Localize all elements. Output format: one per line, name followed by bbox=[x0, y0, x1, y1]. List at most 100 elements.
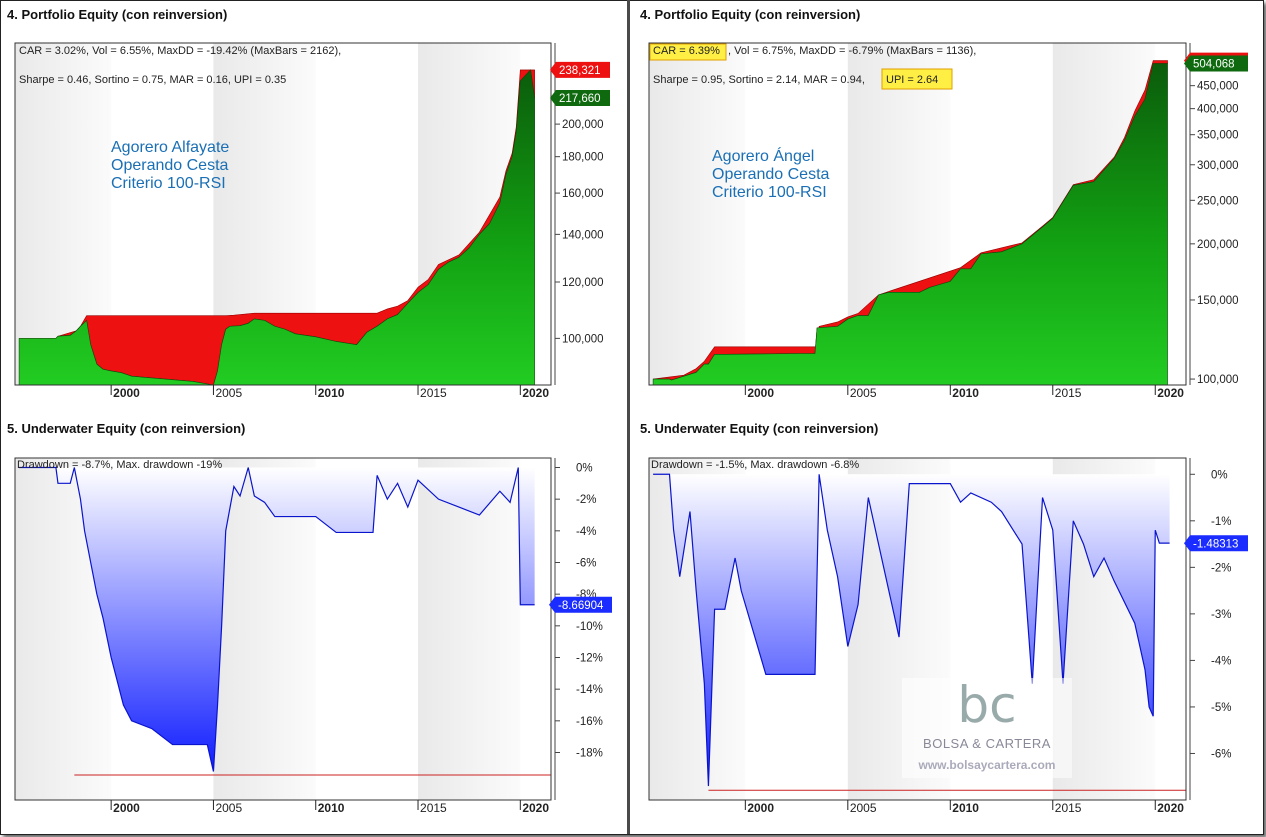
chart-2-y-tick-3: -6% bbox=[576, 558, 596, 570]
chart-1-equity-area bbox=[652, 63, 1168, 385]
chart-1-y-tick-0: 100,000 bbox=[1197, 374, 1239, 386]
chart-2-underwater-area bbox=[19, 467, 535, 772]
chart-2-badge-blue-bg bbox=[549, 596, 612, 613]
chart-0-x-tick-1: 2005 bbox=[215, 386, 242, 400]
chart-3-y-tick-1: -1% bbox=[1211, 516, 1231, 528]
chart-3-badge-blue: -1.48313 bbox=[1193, 538, 1238, 550]
chart-3-y-tick-5: -5% bbox=[1211, 702, 1231, 714]
chart-1-badge-green: 504,068 bbox=[1193, 59, 1235, 71]
chart-2-y-tick-1: -2% bbox=[576, 494, 596, 506]
chart-0-x-tick-0: 2000 bbox=[113, 386, 140, 400]
chart-2-underwater-line bbox=[19, 466, 535, 772]
chart-2-x-tick-3: 2015 bbox=[420, 801, 447, 815]
chart-1-x-tick-4: 2020 bbox=[1157, 386, 1184, 400]
chart-0-y-tick-4: 180,000 bbox=[562, 152, 604, 164]
chart-2-x-tick-4: 2020 bbox=[522, 801, 549, 815]
chart-3-x-tick-1: 2005 bbox=[850, 801, 877, 815]
chart-1-car-highlight bbox=[649, 43, 727, 61]
chart-1-y-tick-7: 450,000 bbox=[1197, 81, 1239, 93]
chart-1-band-0 bbox=[649, 43, 746, 385]
chart-3-x-tick-3: 2015 bbox=[1055, 801, 1082, 815]
chart-0-badge-red: 238,321 bbox=[559, 65, 601, 77]
chart-2-stats-line: Drawdown = -8.7%, Max. drawdown -19% bbox=[17, 459, 222, 471]
chart-0-equity-area bbox=[18, 69, 535, 385]
panel-title-bl: 5. Underwater Equity (con reinversion) bbox=[7, 421, 246, 436]
chart-1-y-tick-3: 250,000 bbox=[1197, 195, 1239, 207]
chart-1-x-tick-1: 2005 bbox=[850, 386, 877, 400]
chart-2-band-2 bbox=[418, 458, 521, 800]
chart-0-x-tick-2: 2010 bbox=[318, 386, 345, 400]
chart-1-stats-line-1b: , Vol = 6.75%, MaxDD = -6.79% (MaxBars =… bbox=[728, 45, 976, 57]
chart-0-stats-line-2: Sharpe = 0.46, Sortino = 0.75, MAR = 0.1… bbox=[19, 74, 286, 86]
chart-0-y-tick-3: 160,000 bbox=[562, 188, 604, 200]
chart-0-x-tick-3: 2015 bbox=[420, 386, 447, 400]
chart-0-stats-line-1: CAR = 3.02%, Vol = 6.55%, MaxDD = -19.42… bbox=[19, 45, 341, 57]
chart-3-x-tick-2: 2010 bbox=[952, 801, 979, 815]
chart-0-annotation-0: Agorero Alfayate bbox=[111, 139, 229, 156]
chart-2-y-tick-5: -10% bbox=[576, 621, 603, 633]
chart-0-badge-red-bg bbox=[550, 61, 610, 78]
chart-2-badge-blue: -8.66904 bbox=[558, 600, 604, 612]
chart-3-y-tick-3: -3% bbox=[1211, 609, 1231, 621]
chart-0-y-tick-1: 120,000 bbox=[562, 277, 604, 289]
chart-1-y-tick-1: 150,000 bbox=[1197, 295, 1239, 307]
chart-0-series bbox=[18, 69, 535, 385]
chart-3-stats-line: Drawdown = -1.5%, Max. drawdown -6.8% bbox=[651, 459, 859, 471]
chart-1-annotation-1: Operando Cesta bbox=[712, 166, 830, 183]
chart-1-y-tick-5: 350,000 bbox=[1197, 130, 1239, 142]
chart-0-x-tick-4: 2020 bbox=[522, 386, 549, 400]
chart-1-stats-line-1a: CAR = 6.39% bbox=[653, 45, 720, 57]
chart-2-y-tick-8: -16% bbox=[576, 716, 603, 728]
chart-0-badge-green: 217,660 bbox=[559, 93, 601, 105]
chart-0-y-tick-0: 100,000 bbox=[562, 333, 604, 345]
chart-1-x-tick-3: 2015 bbox=[1055, 386, 1082, 400]
chart-2-plot-frame bbox=[14, 457, 552, 801]
chart-3-y-tick-2: -2% bbox=[1211, 562, 1231, 574]
chart-3-y-tick-0: 0% bbox=[1211, 469, 1228, 481]
chart-1-stats-line-2b: UPI = 2.64 bbox=[886, 74, 938, 86]
chart-1-stats-line-2a: Sharpe = 0.95, Sortino = 2.14, MAR = 0.9… bbox=[653, 74, 865, 86]
chart-0-annotation-2: Criterio 100-RSI bbox=[111, 175, 226, 192]
chart-2-y-tick-6: -12% bbox=[576, 653, 603, 665]
chart-2-y-tick-2: -4% bbox=[576, 526, 596, 538]
chart-1-y-tick-2: 200,000 bbox=[1197, 239, 1239, 251]
chart-2-y-tick-0: 0% bbox=[576, 463, 593, 475]
chart-1-y-tick-6: 400,000 bbox=[1197, 104, 1239, 116]
chart-3-y-tick-4: -4% bbox=[1211, 655, 1231, 667]
chart-3-y-tick-6: -6% bbox=[1211, 748, 1231, 760]
chart-0-badge-green-bg bbox=[550, 89, 610, 106]
chart-2-x-tick-0: 2000 bbox=[113, 801, 140, 815]
chart-1-annotation-0: Agorero Ángel bbox=[712, 146, 814, 165]
chart-0-y-tick-5: 200,000 bbox=[562, 119, 604, 131]
chart-2-series bbox=[19, 466, 551, 776]
chart-2-x-tick-2: 2010 bbox=[318, 801, 345, 815]
chart-2-y-tick-7: -14% bbox=[576, 684, 603, 696]
chart-3-underwater-line bbox=[653, 473, 1170, 787]
chart-2-x-tick-1: 2005 bbox=[215, 801, 242, 815]
chart-0-annotation-1: Operando Cesta bbox=[111, 157, 229, 174]
chart-0-plot-frame bbox=[14, 42, 552, 386]
chart-3-plot-frame bbox=[648, 457, 1187, 801]
chart-1-badge-green-bg bbox=[1184, 55, 1248, 72]
logo-mark: bc bbox=[957, 676, 1017, 734]
bolsa-cartera-logo: bc BOLSA & CARTERA www.bolsaycartera.com bbox=[902, 678, 1072, 778]
chart-3-underwater-area bbox=[653, 474, 1170, 787]
chart-1-x-tick-2: 2010 bbox=[952, 386, 979, 400]
chart-2-y-tick-9: -18% bbox=[576, 748, 603, 760]
chart-1-plot-frame bbox=[648, 42, 1187, 386]
chart-3-x-tick-4: 2020 bbox=[1157, 801, 1184, 815]
logo-url: www.bolsaycartera.com bbox=[918, 758, 1056, 772]
chart-1-series bbox=[652, 60, 1168, 385]
chart-1-x-tick-0: 2000 bbox=[747, 386, 774, 400]
panel-title-tl: 4. Portfolio Equity (con reinversion) bbox=[7, 7, 228, 22]
chart-0-y-tick-2: 140,000 bbox=[562, 229, 604, 241]
chart-3-series bbox=[653, 473, 1186, 791]
panel-title-tr: 4. Portfolio Equity (con reinversion) bbox=[640, 7, 861, 22]
panel-divider bbox=[627, 0, 630, 834]
chart-1-upi-highlight bbox=[881, 68, 953, 90]
panel-title-br: 5. Underwater Equity (con reinversion) bbox=[640, 421, 879, 436]
chart-1-annotation-2: Criterio 100-RSI bbox=[712, 184, 827, 201]
chart-3-badge-blue-bg bbox=[1184, 535, 1248, 552]
